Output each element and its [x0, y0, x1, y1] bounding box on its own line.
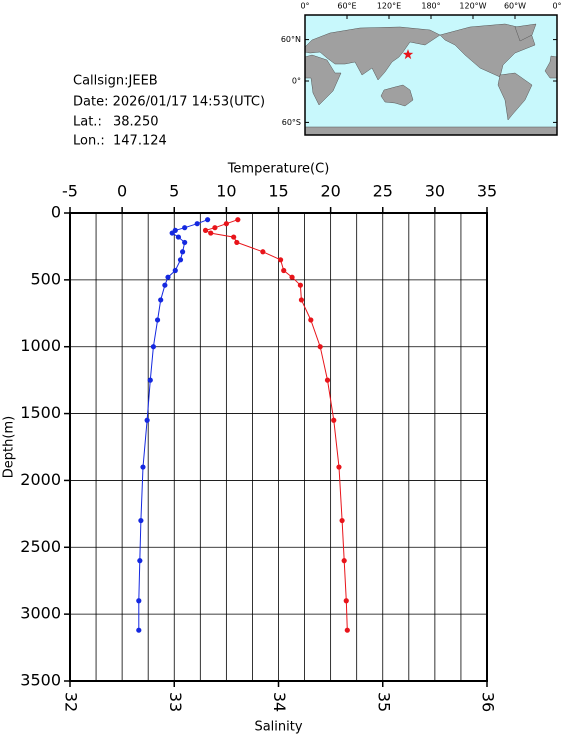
y-tick-label: 2000 [20, 470, 61, 489]
profile-point [175, 234, 182, 240]
map-lon-label: 120°W [459, 2, 486, 11]
x2-tick-label: 15 [268, 182, 288, 201]
profile-point [137, 558, 143, 564]
profile-point [208, 230, 214, 236]
profile-point [289, 274, 295, 280]
profile-line [204, 219, 348, 631]
plot-frame [69, 212, 488, 682]
profile-point [194, 221, 200, 227]
profile-point [235, 217, 241, 223]
lat-value: 38.250 [113, 115, 159, 130]
x2-tick-label: 0 [117, 182, 127, 201]
profile-point [343, 598, 349, 604]
x-axis-title: Salinity [254, 720, 302, 735]
x-tick-label: 35 [374, 692, 393, 712]
x-tick-label: 33 [166, 692, 185, 712]
map-lon-label: 0° [552, 2, 561, 11]
profile-point [182, 239, 188, 246]
x2-tick-label: 20 [320, 182, 340, 201]
profile-point [223, 221, 229, 227]
profile-line [138, 219, 208, 631]
profile-point [147, 377, 153, 383]
profile-point [154, 317, 161, 323]
profile-point [297, 282, 303, 288]
callsign: Callsign:JEEB [73, 74, 158, 89]
profile-point [336, 464, 342, 470]
profile-point [277, 257, 284, 263]
profile-point [165, 274, 171, 280]
lat-label: Lat.: [73, 115, 102, 130]
profile-point [344, 627, 350, 633]
station-marker [402, 49, 414, 60]
lon-label: Lon.: [73, 134, 105, 149]
profile-point [212, 225, 218, 231]
map-lon-label: 60°W [504, 2, 526, 11]
map-lon-label: 60°E [337, 2, 356, 11]
land [305, 23, 557, 135]
profile-point [138, 517, 144, 524]
x2-tick-label: 30 [425, 182, 445, 201]
profile-point [136, 598, 142, 604]
x-tick-label: 36 [479, 692, 498, 712]
profile-point [308, 317, 314, 323]
map-lat-label: 60°S [282, 118, 301, 127]
profile-point [150, 344, 156, 350]
y-tick-label: 1000 [20, 336, 61, 355]
profile-point [136, 627, 142, 633]
y-tick-label: 1500 [20, 403, 61, 422]
x2-tick-label: 25 [373, 182, 393, 201]
map-lat-label: 0° [292, 77, 301, 86]
lon-value: 147.124 [113, 134, 167, 149]
profile-point [331, 417, 337, 423]
profile-point [177, 257, 184, 263]
profile-point [144, 417, 150, 423]
date: Date: 2026/01/17 14:53(UTC) [73, 95, 265, 110]
profile-point [182, 225, 188, 231]
profile-point [298, 297, 305, 303]
profile-point [317, 344, 323, 350]
profile-point [205, 217, 211, 223]
profile-point [140, 464, 146, 470]
y-tick-label: 0 [51, 203, 61, 222]
y-tick-label: 2500 [20, 537, 61, 556]
x-tick-label: 34 [270, 692, 289, 712]
profile-point [324, 377, 331, 383]
profile-point [158, 297, 164, 303]
map-lon-label: 0° [300, 2, 309, 11]
profile-point [162, 282, 168, 288]
x2-tick-label: 5 [169, 182, 179, 201]
y-tick-label: 3500 [20, 671, 61, 690]
y-tick-label: 3000 [20, 604, 61, 623]
y-axis-title: Depth(m) [2, 416, 17, 478]
profile-point [281, 267, 287, 274]
x2-tick-label: 35 [477, 182, 497, 201]
profile-point [260, 249, 266, 255]
profile-point [339, 517, 345, 524]
profile-point [341, 558, 347, 564]
map-lon-label: 180° [421, 2, 440, 11]
map-lat-label: 60°N [281, 35, 301, 44]
profile-point [231, 234, 237, 240]
profile-point [169, 230, 175, 236]
profile-point [179, 249, 186, 255]
x2-tick-label: -5 [62, 182, 78, 201]
profile-point [172, 267, 178, 274]
y-tick-label: 500 [30, 269, 61, 288]
x2-tick-label: 10 [216, 182, 236, 201]
x2-axis-title: Temperature(C) [227, 162, 330, 177]
map [304, 14, 558, 136]
x-tick-label: 32 [62, 692, 81, 712]
map-lon-label: 120°E [377, 2, 401, 11]
profile-point [234, 239, 240, 246]
profile-point [202, 227, 209, 233]
